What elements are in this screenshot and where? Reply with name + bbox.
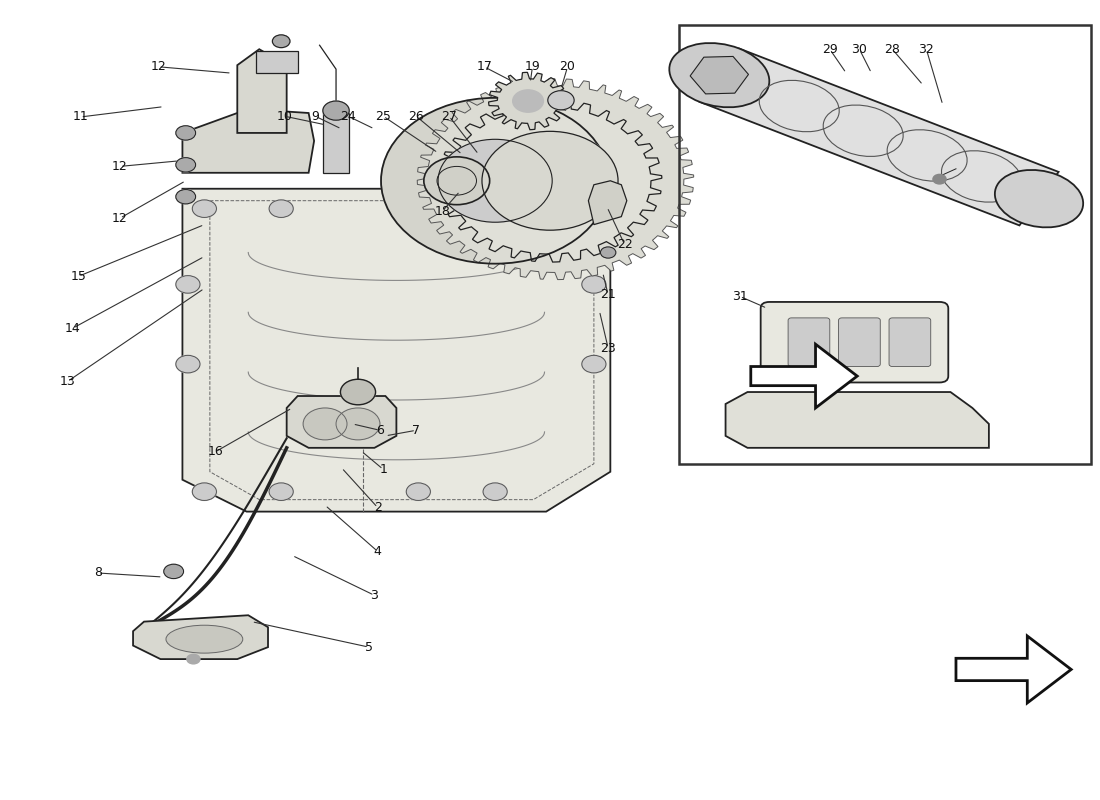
Bar (680, 26, 1091, 464)
Text: 13: 13 (59, 375, 75, 388)
Text: 4: 4 (374, 545, 382, 558)
Text: 30: 30 (851, 42, 868, 56)
Circle shape (304, 408, 346, 440)
Text: 26: 26 (408, 110, 424, 122)
Circle shape (549, 200, 573, 218)
FancyBboxPatch shape (788, 318, 829, 366)
Polygon shape (183, 189, 610, 512)
FancyBboxPatch shape (838, 318, 880, 366)
Polygon shape (287, 396, 396, 448)
Polygon shape (238, 50, 287, 133)
Polygon shape (751, 344, 857, 408)
Circle shape (270, 200, 294, 218)
Circle shape (601, 247, 616, 258)
Text: 12: 12 (112, 212, 128, 225)
Circle shape (187, 654, 200, 664)
Circle shape (176, 158, 196, 172)
Text: 18: 18 (434, 205, 450, 218)
Circle shape (582, 355, 606, 373)
Circle shape (192, 200, 217, 218)
Ellipse shape (994, 170, 1084, 227)
Text: 21: 21 (601, 288, 616, 302)
Text: 11: 11 (73, 110, 88, 123)
Circle shape (176, 190, 196, 204)
Polygon shape (588, 181, 627, 225)
Text: 23: 23 (601, 342, 616, 354)
Text: 5: 5 (365, 641, 373, 654)
Circle shape (381, 98, 609, 264)
Circle shape (548, 90, 574, 110)
Circle shape (438, 139, 552, 222)
Circle shape (192, 483, 217, 501)
Ellipse shape (669, 43, 769, 107)
Text: 7: 7 (412, 424, 420, 437)
Text: 32: 32 (918, 42, 934, 56)
Text: 28: 28 (884, 42, 900, 56)
Text: 8: 8 (94, 566, 102, 579)
Text: 2: 2 (374, 501, 382, 514)
Polygon shape (956, 636, 1071, 703)
Bar (323, 113, 349, 173)
Text: 12: 12 (151, 60, 166, 74)
Polygon shape (133, 615, 268, 659)
Circle shape (176, 355, 200, 373)
Circle shape (933, 174, 946, 184)
Text: 10: 10 (276, 110, 293, 122)
Circle shape (406, 200, 430, 218)
Text: 31: 31 (732, 290, 748, 303)
Circle shape (482, 131, 618, 230)
Text: 22: 22 (617, 238, 632, 251)
Polygon shape (417, 78, 694, 280)
Ellipse shape (166, 626, 243, 653)
Circle shape (340, 379, 375, 405)
Circle shape (483, 483, 507, 501)
Text: 25: 25 (375, 110, 392, 122)
Text: 16: 16 (208, 446, 223, 458)
Circle shape (336, 408, 380, 440)
Circle shape (582, 276, 606, 293)
Text: 24: 24 (340, 110, 356, 122)
Text: 3: 3 (371, 589, 378, 602)
Polygon shape (183, 109, 315, 173)
Circle shape (176, 276, 200, 293)
Text: 1: 1 (379, 463, 387, 476)
FancyBboxPatch shape (761, 302, 948, 382)
Polygon shape (488, 72, 568, 130)
Circle shape (270, 483, 294, 501)
Circle shape (406, 483, 430, 501)
Polygon shape (438, 99, 662, 262)
Text: 19: 19 (525, 60, 540, 74)
Text: 14: 14 (65, 322, 80, 334)
Circle shape (273, 35, 290, 48)
Circle shape (323, 101, 349, 120)
Text: 15: 15 (70, 270, 86, 283)
Text: 27: 27 (441, 110, 456, 122)
Bar (256, 51, 298, 73)
Circle shape (513, 90, 543, 112)
Text: 9: 9 (311, 110, 319, 122)
Circle shape (424, 157, 490, 205)
Text: 29: 29 (822, 42, 838, 56)
FancyBboxPatch shape (889, 318, 931, 366)
Text: 17: 17 (476, 60, 492, 74)
Circle shape (483, 200, 507, 218)
Text: 6: 6 (376, 424, 384, 437)
Circle shape (164, 564, 184, 578)
Polygon shape (690, 57, 748, 94)
Polygon shape (726, 392, 989, 448)
Text: 12: 12 (112, 160, 128, 173)
Circle shape (176, 126, 196, 140)
Polygon shape (700, 49, 1058, 226)
Text: 20: 20 (560, 60, 575, 74)
